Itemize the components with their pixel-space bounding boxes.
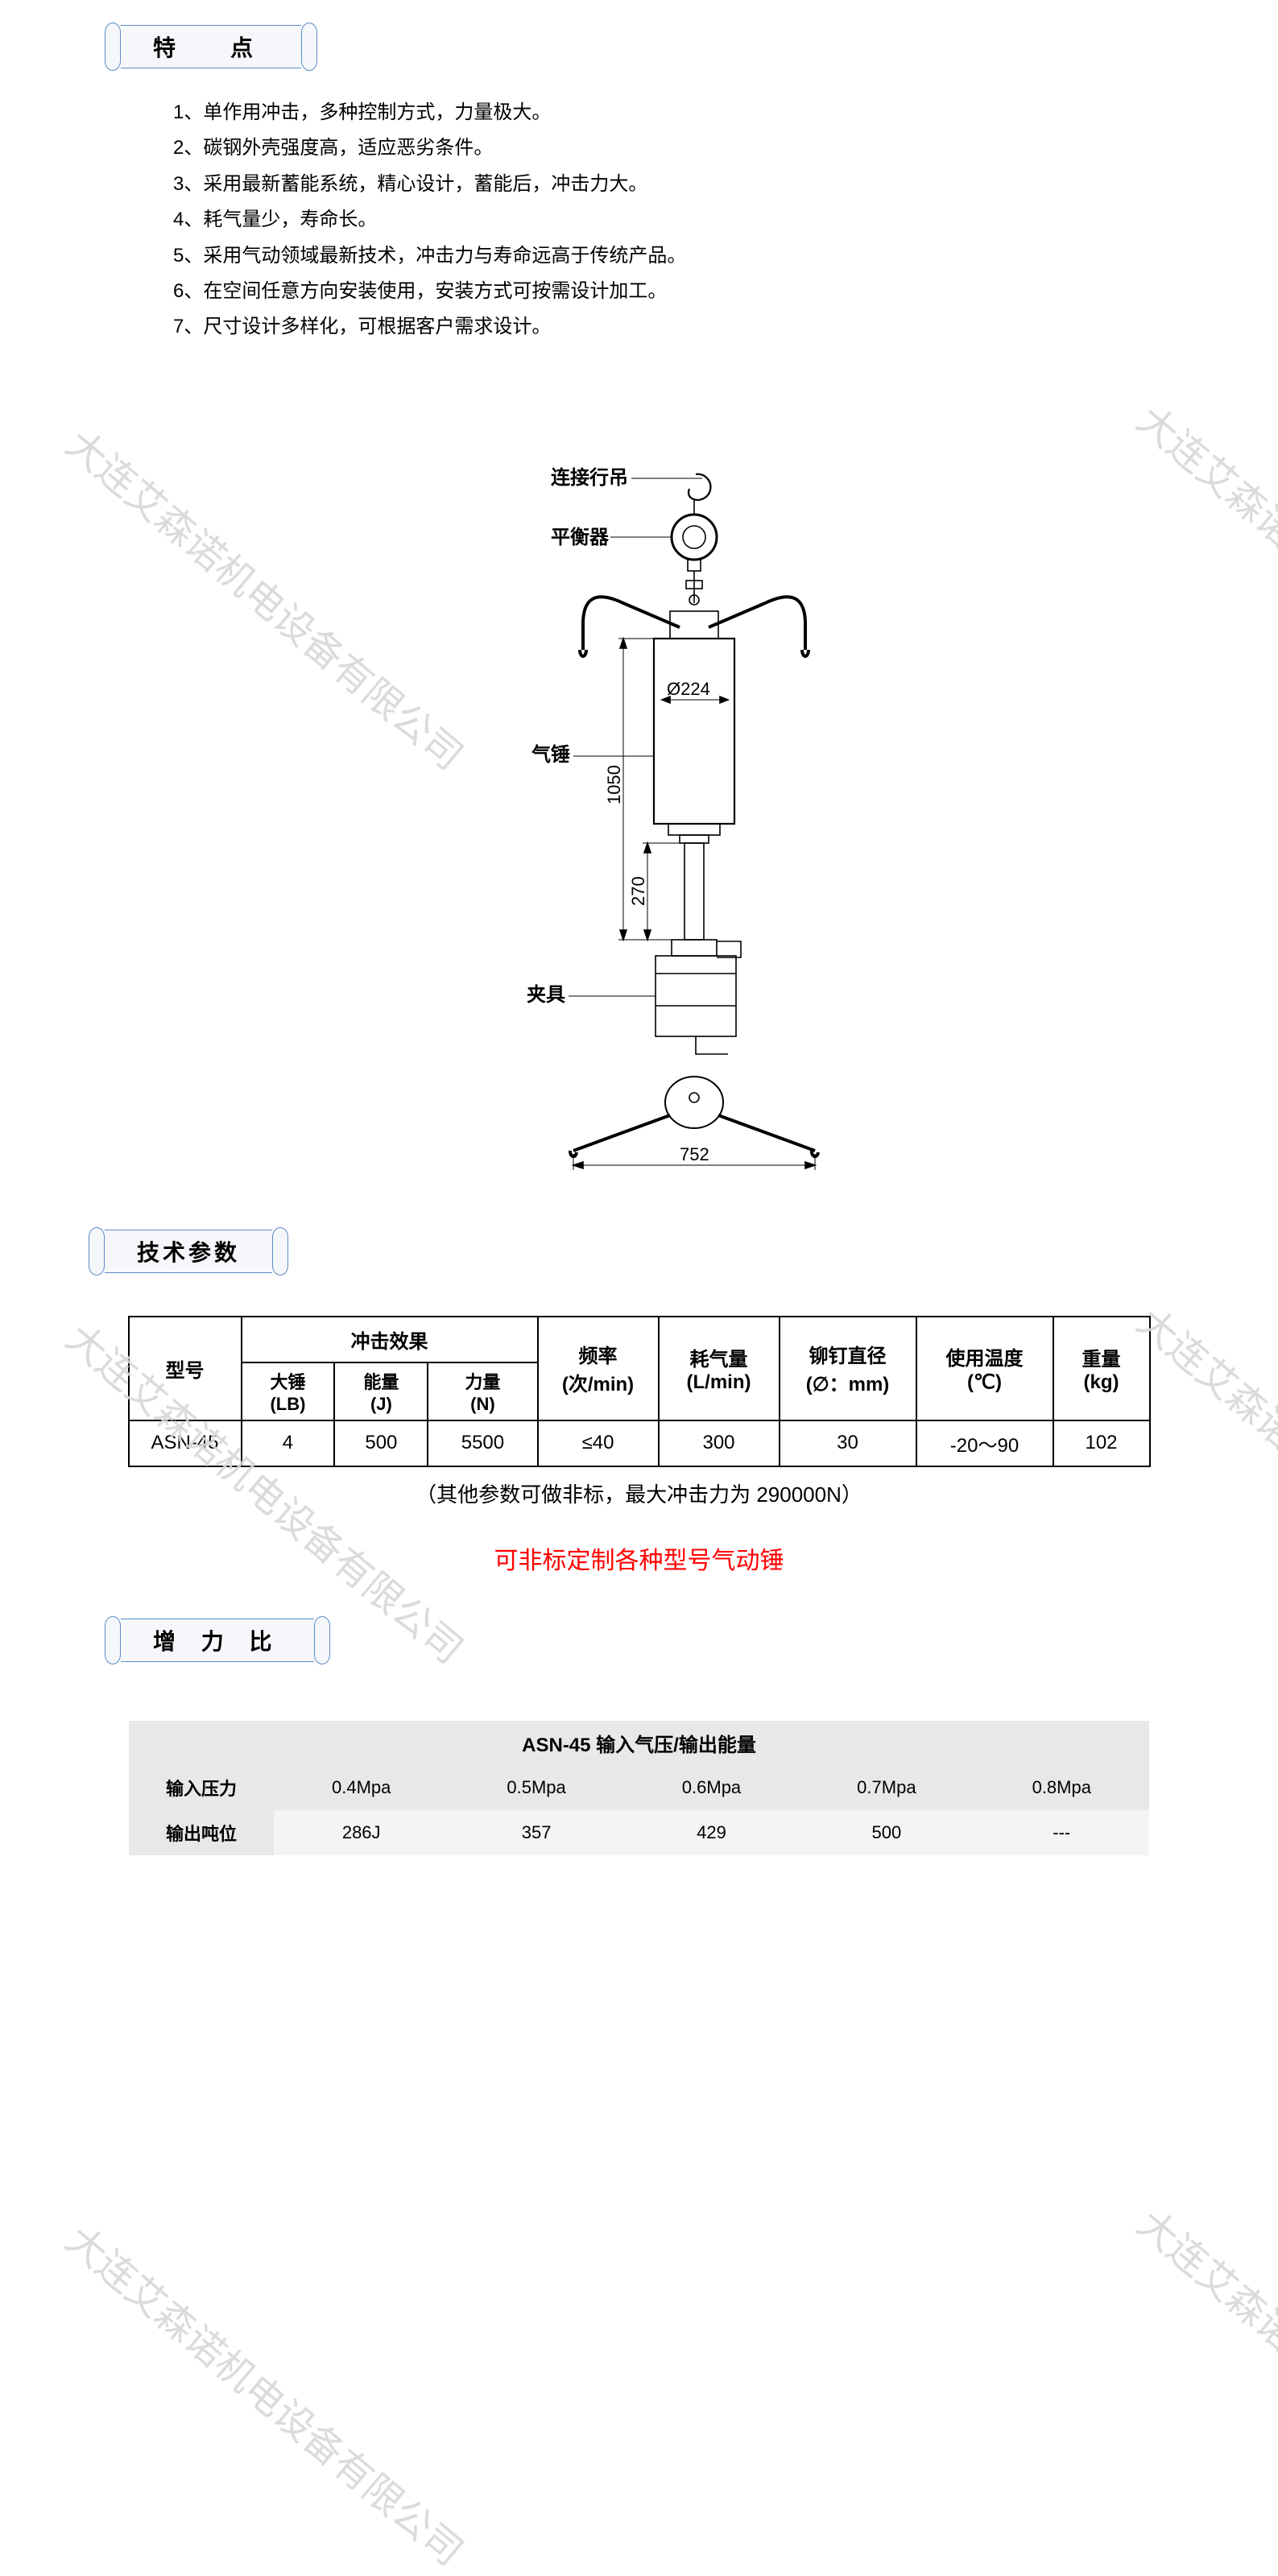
ratio-pressure: 0.8Mpa [974, 1765, 1149, 1810]
section-header-spec: 技术参数 [89, 1227, 1278, 1276]
ratio-pressure: 0.4Mpa [274, 1765, 449, 1810]
diagram-dim-diameter: Ø224 [667, 679, 710, 699]
ratio-output-label: 输出吨位 [129, 1810, 274, 1855]
diagram-label-hammer: 气锤 [531, 743, 570, 766]
col-weight: 重量(kg) [1053, 1317, 1150, 1420]
diagram-dim-height: 1050 [604, 765, 624, 804]
feature-item: 7、尺寸设计多样化，可根据客户需求设计。 [173, 309, 1278, 345]
ratio-table-title: ASN-45 输入气压/输出能量 [129, 1721, 1149, 1765]
cell-air: 300 [659, 1420, 780, 1466]
ratio-output: 357 [449, 1810, 623, 1855]
ratio-pressure: 0.6Mpa [624, 1765, 799, 1810]
scroll-end-icon [314, 1616, 330, 1664]
col-freq: 频率(次/min) [538, 1317, 659, 1420]
ratio-table: 输入压力 0.4Mpa 0.5Mpa 0.6Mpa 0.7Mpa 0.8Mpa … [129, 1765, 1149, 1855]
col-energy: 能量(J) [334, 1362, 428, 1420]
section-title: 技术参数 [105, 1230, 272, 1273]
diagram-dim-stroke: 270 [628, 876, 648, 906]
cell-weight: 102 [1053, 1420, 1150, 1466]
diagram-label-fixture: 夹具 [527, 984, 565, 1006]
cell-energy: 500 [334, 1420, 428, 1466]
spec-red-note: 可非标定制各种型号气动锤 [0, 1540, 1278, 1576]
col-temp: 使用温度(℃) [916, 1317, 1053, 1420]
ratio-pressure: 0.7Mpa [799, 1765, 974, 1810]
cell-model: ASN-45 [129, 1420, 242, 1466]
diagram-svg: 连接行吊 平衡器 气锤 夹具 Ø224 1050 270 752 [382, 442, 897, 1175]
spec-table: 型号 冲击效果 频率(次/min) 耗气量(L/min) 铆钉直径(∅：mm) … [128, 1316, 1151, 1467]
scroll-end-icon [301, 23, 317, 71]
watermark: 大连艾森诺机电设备有限公司 [56, 2210, 478, 2576]
ratio-output: 429 [624, 1810, 799, 1855]
features-list: 1、单作用冲击，多种控制方式，力量极大。 2、碳钢外壳强度高，适应恶劣条件。 3… [173, 95, 1278, 345]
scroll-end-icon [105, 1616, 121, 1664]
section-title: 特 点 [121, 25, 301, 68]
scroll-end-icon [272, 1227, 288, 1276]
section-title: 增 力 比 [121, 1619, 314, 1662]
feature-item: 2、碳钢外壳强度高，适应恶劣条件。 [173, 130, 1278, 166]
ratio-section: ASN-45 输入气压/输出能量 输入压力 0.4Mpa 0.5Mpa 0.6M… [129, 1721, 1149, 1855]
spec-note: （其他参数可做非标，最大冲击力为 290000N） [0, 1478, 1278, 1508]
scroll-end-icon [105, 23, 121, 71]
col-model: 型号 [129, 1317, 242, 1420]
feature-item: 1、单作用冲击，多种控制方式，力量极大。 [173, 95, 1278, 130]
section-header-ratio: 增 力 比 [105, 1616, 1278, 1664]
cell-force: 5500 [428, 1420, 537, 1466]
feature-item: 4、耗气量少，寿命长。 [173, 202, 1278, 238]
diagram-label-balancer: 平衡器 [551, 526, 610, 548]
feature-item: 3、采用最新蓄能系统，精心设计，蓄能后，冲击力大。 [173, 167, 1278, 202]
col-force: 力量(N) [428, 1362, 537, 1420]
col-lb: 大锤(LB) [242, 1362, 335, 1420]
ratio-output: 500 [799, 1810, 974, 1855]
watermark: 大连艾森诺机电设备有 [1127, 2194, 1278, 2485]
ratio-pressure: 0.5Mpa [449, 1765, 623, 1810]
feature-item: 6、在空间任意方向安装使用，安装方式可按需设计加工。 [173, 274, 1278, 309]
scroll-end-icon [89, 1227, 105, 1276]
ratio-output: --- [974, 1810, 1149, 1855]
technical-diagram: 连接行吊 平衡器 气锤 夹具 Ø224 1050 270 752 [0, 442, 1278, 1179]
cell-rivet: 30 [780, 1420, 916, 1466]
col-impact-group: 冲击效果 [242, 1317, 538, 1362]
ratio-output: 286J [274, 1810, 449, 1855]
ratio-input-label: 输入压力 [129, 1765, 274, 1810]
diagram-label-hoist: 连接行吊 [551, 466, 628, 489]
col-rivet: 铆钉直径(∅：mm) [780, 1317, 916, 1420]
cell-lb: 4 [242, 1420, 335, 1466]
feature-item: 5、采用气动领域最新技术，冲击力与寿命远高于传统产品。 [173, 238, 1278, 274]
section-header-features: 特 点 [105, 23, 1278, 71]
col-air: 耗气量(L/min) [659, 1317, 780, 1420]
diagram-dim-width: 752 [680, 1144, 709, 1164]
cell-freq: ≤40 [538, 1420, 659, 1466]
cell-temp: -20～90 [916, 1420, 1053, 1466]
